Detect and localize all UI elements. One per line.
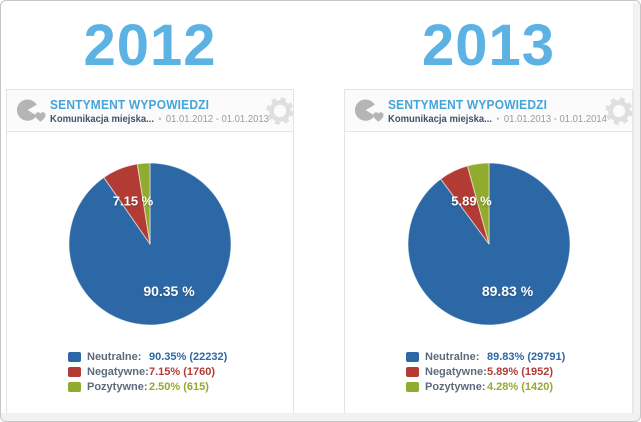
legend-item-neutral: Neutralne: 90.35% (22232) (68, 349, 293, 364)
legend: Neutralne: 89.83% (29791) Negatywne: 5.8… (406, 349, 632, 394)
year-heading-2013: 2013 (421, 13, 556, 78)
widget-header: SENTYMENT WYPOWIEDZI Komunikacja miejska… (7, 90, 293, 132)
date-range: 01.01.2012 - 01.01.2013 (165, 112, 269, 125)
legend: Neutralne: 90.35% (22232) Negatywne: 7.1… (68, 349, 293, 394)
legend-label: Negatywne: (87, 365, 149, 378)
legend-value: 89.83% (29791) (487, 350, 566, 363)
legend-swatch-positive (406, 381, 419, 392)
legend-item-positive: Pozytywne: 4.28% (1420) (406, 379, 632, 394)
pie-label-negative-pct: 5.89 % (451, 193, 492, 209)
legend-value: 2.50% (615) (149, 380, 209, 393)
settings-gear-icon[interactable] (263, 94, 293, 131)
pie-label-neutral-pct: 89.83 % (481, 283, 534, 299)
pie-svg[interactable] (65, 159, 235, 329)
date-range: 01.01.2013 - 01.01.2014 (503, 112, 607, 125)
legend-label: Negatywne: (425, 365, 487, 378)
widget-title: SENTYMENT WYPOWIEDZI (388, 96, 548, 112)
legend-item-negative: Negatywne: 5.89% (1952) (406, 364, 632, 379)
legend-item-neutral: Neutralne: 89.83% (29791) (406, 349, 632, 364)
legend-value: 90.35% (22232) (149, 350, 228, 363)
project-filter-label[interactable]: Komunikacja miejska... (50, 112, 155, 125)
pie-label-neutral-pct: 90.35 % (143, 283, 195, 299)
project-filter-label[interactable]: Komunikacja miejska... (388, 112, 493, 125)
pie-slice-pozytywne[interactable] (136, 162, 151, 245)
separator-dot: • (158, 113, 162, 124)
pie-slice-pozytywne[interactable] (466, 162, 489, 245)
legend-swatch-neutral (406, 351, 419, 362)
legend-label: Pozytywne: (425, 380, 486, 393)
year-heading-2012: 2012 (83, 13, 217, 78)
separator-dot: • (496, 113, 500, 124)
legend-swatch-negative (68, 366, 81, 377)
settings-gear-icon[interactable] (602, 94, 632, 131)
legend-label: Pozytywne: (87, 380, 148, 393)
bottom-edge-strip (1, 413, 640, 421)
legend-item-negative: Negatywne: 7.15% (1760) (68, 364, 293, 379)
widget-header: SENTYMENT WYPOWIEDZI Komunikacja miejska… (345, 90, 632, 132)
pie-svg[interactable] (404, 159, 574, 329)
legend-swatch-neutral (68, 351, 81, 362)
legend-value: 5.89% (1952) (487, 365, 554, 378)
sentiment-widget-2013: SENTYMENT WYPOWIEDZI Komunikacja miejska… (344, 89, 633, 414)
legend-value: 4.28% (1420) (487, 380, 554, 393)
pie-chart-2013: 5.89 % 89.83 % (404, 159, 574, 329)
widget-subtitle: Komunikacja miejska... • 01.01.2012 - 01.0… (50, 112, 269, 125)
scrollbar-track[interactable] (633, 3, 640, 413)
legend-swatch-positive (68, 381, 81, 392)
legend-value: 7.15% (1760) (149, 365, 216, 378)
pie-chart-2012: 7.15 % 90.35 % (65, 159, 235, 329)
sentiment-widget-2012: SENTYMENT WYPOWIEDZI Komunikacja miejska… (6, 89, 294, 414)
legend-item-positive: Pozytywne: 2.50% (615) (68, 379, 293, 394)
legend-swatch-negative (406, 366, 419, 377)
widget-title: SENTYMENT WYPOWIEDZI (50, 96, 210, 112)
legend-label: Neutralne: (87, 350, 142, 363)
legend-label: Neutralne: (425, 350, 480, 363)
pie-label-negative-pct: 7.15 % (112, 193, 154, 209)
widget-subtitle: Komunikacja miejska... • 01.01.2013 - 01.0… (388, 112, 607, 125)
pie-chart-icon (16, 96, 50, 126)
pie-chart-icon (354, 96, 388, 126)
